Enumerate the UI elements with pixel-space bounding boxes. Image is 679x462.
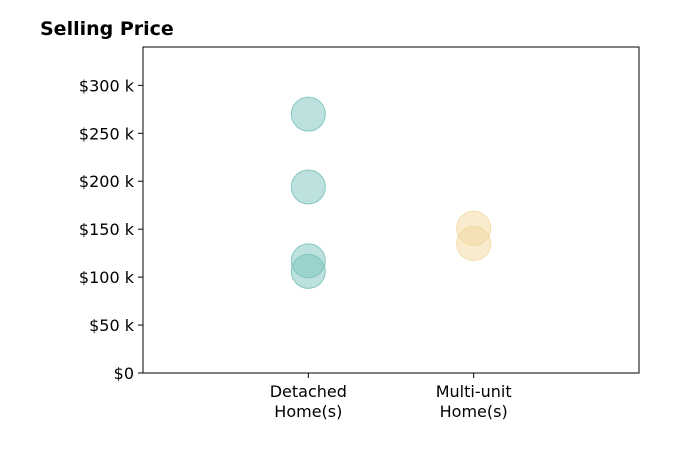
y-tick-label: $50 k [89,316,135,335]
data-point [456,226,492,262]
x-tick-label: Multi-unit Home(s) [436,382,512,421]
x-tick-label: Detached Home(s) [270,382,347,421]
x-tick-label-line: Home(s) [274,402,342,421]
data-point [290,169,326,205]
y-tick-label: $100 k [79,268,135,287]
chart-title: Selling Price [40,18,174,40]
x-axis: Detached Home(s)Multi-unit Home(s) [270,373,512,421]
data-point [290,253,326,289]
y-tick-label: $200 k [79,172,135,191]
x-tick-label-line: Detached [270,382,347,401]
y-tick-label: $300 k [79,76,135,95]
x-tick-label-line: Home(s) [440,402,508,421]
y-tick-label: $0 [114,364,134,383]
points-layer [290,96,492,289]
y-tick-label: $150 k [79,220,135,239]
plot-frame [142,46,640,374]
y-axis: $0 $50 k $100 k $150 k $200 k $250 k $300 k [79,76,143,383]
y-tick-label: $250 k [79,124,135,143]
data-point [290,96,326,132]
x-tick-label-line: Multi-unit [436,382,512,401]
